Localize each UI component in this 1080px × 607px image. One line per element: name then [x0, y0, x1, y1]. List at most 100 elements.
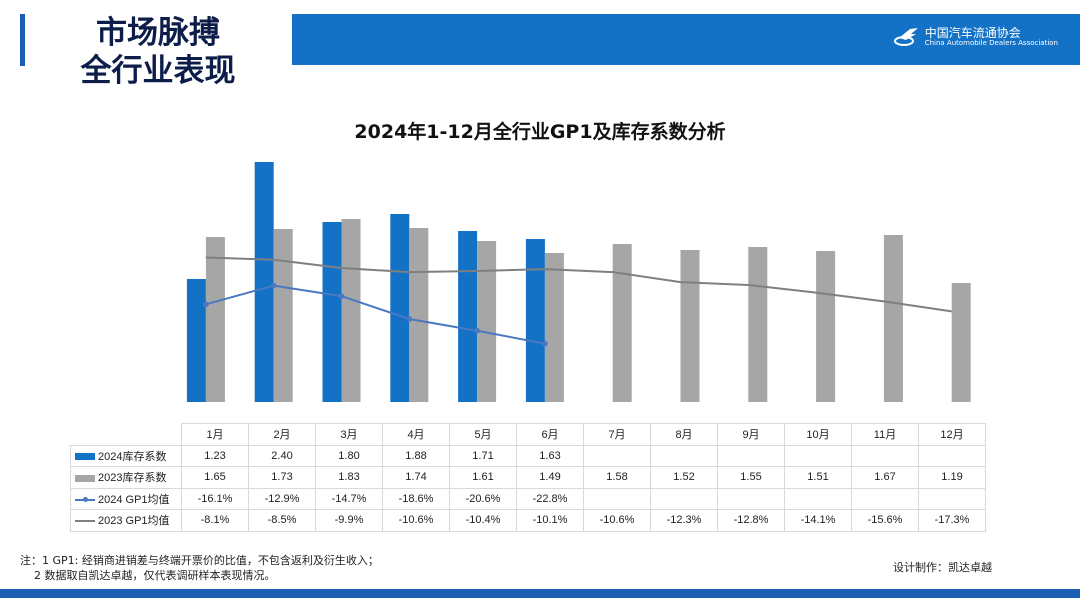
table-row: 2024 GP1均值 -16.1% -12.9% -14.7% -18.6% -20.6%…	[70, 487, 986, 510]
month-label-8: 8月	[650, 423, 718, 446]
legend-cell-2: 2023库存系数	[70, 466, 182, 489]
table-cell: -17.3%	[918, 509, 986, 532]
table-cell	[918, 487, 986, 510]
bar-2023-7	[612, 244, 632, 402]
legend-label: 2024库存系数	[98, 450, 167, 463]
table-cell: 1.71	[449, 444, 517, 467]
table-cell: -10.4%	[449, 509, 517, 532]
bar-2023-3	[341, 219, 361, 402]
bar-2024-3	[322, 222, 342, 402]
point-2024-gp1-2	[270, 282, 277, 289]
month-label-2: 2月	[248, 423, 316, 446]
point-2024-gp1-6	[542, 340, 548, 347]
chart-plot	[186, 162, 971, 402]
legend-bar-swatch	[75, 474, 95, 482]
legend-label: 2023库存系数	[98, 472, 167, 485]
table-cell: -12.9%	[248, 487, 316, 510]
table-cell: 1.65	[181, 466, 249, 489]
footnote-2: 2 数据取自凯达卓越，仅代表调研样本表现情况。	[34, 569, 276, 582]
month-label-3: 3月	[315, 423, 383, 446]
table-cell	[851, 487, 919, 510]
table-cell: 1.74	[382, 466, 450, 489]
table-cell: -14.1%	[784, 509, 852, 532]
logo-text-en: China Automobile Dealers Association	[924, 38, 1058, 47]
bar-2023-5	[477, 241, 497, 402]
table-cell	[717, 444, 785, 467]
line-2024-gp1	[205, 284, 546, 345]
section-title-line1: 市场脉搏	[96, 15, 220, 51]
legend-cell-1: 2024库存系数	[70, 444, 182, 467]
bar-2024-1	[186, 279, 206, 402]
month-label-4: 4月	[382, 423, 450, 446]
table-cell	[650, 487, 718, 510]
table-cell: -22.8%	[516, 487, 584, 510]
table-header-row: 1月 2月 3月 4月 5月 6月 7月 8月 9月 10月 11月 12月	[70, 423, 986, 446]
bar-2023-12	[951, 283, 971, 402]
point-2024-gp1-3	[338, 293, 345, 299]
legend-cell-3: 2024 GP1均值	[70, 487, 182, 510]
table-row: 2023库存系数 1.65 1.73 1.83 1.74 1.61 1.49 1.58 1.52…	[70, 466, 986, 489]
bar-2023-4	[409, 228, 429, 402]
footer-band	[0, 589, 1080, 598]
table-cell	[784, 444, 852, 467]
bar-2023-1	[205, 237, 225, 402]
table-cell	[784, 487, 852, 510]
logo-text-zh: 中国汽车流通协会	[924, 25, 1021, 40]
table-cell: -10.6%	[382, 509, 450, 532]
line-2023-gp1	[205, 256, 952, 313]
table-cell	[851, 444, 919, 467]
bar-2023-8	[680, 250, 700, 402]
table-cell: -16.1%	[181, 487, 249, 510]
association-logo: 中国汽车流通协会 China Automobile Dealers Associ…	[893, 25, 1058, 48]
month-label-12: 12月	[918, 423, 986, 446]
bar-2024-4	[390, 214, 410, 402]
section-title: 市场脉搏 全行业表现	[42, 14, 274, 90]
bar-2023-10	[816, 251, 836, 402]
bar-2023-2	[273, 229, 293, 402]
header-band	[292, 14, 1080, 65]
table-cell: 1.58	[583, 466, 651, 489]
bar-2024-5	[458, 231, 478, 402]
table-cell: 1.88	[382, 444, 450, 467]
point-2024-gp1-5	[474, 327, 480, 334]
chart-title: 2024年1-12月全行业GP1及库存系数分析	[354, 121, 726, 143]
table-cell: 1.19	[918, 466, 986, 489]
month-label-11: 11月	[851, 423, 919, 446]
table-cell: 1.83	[315, 466, 383, 489]
month-label-6: 6月	[516, 423, 584, 446]
month-label-7: 7月	[583, 423, 651, 446]
table-cell: -20.6%	[449, 487, 517, 510]
footnotes: 注：1 GP1: 经销商进销差与终端开票价的比值，不包含返利及衍生收入； 2 数…	[20, 553, 379, 583]
table-cell: -14.7%	[315, 487, 383, 510]
table-cell: -10.1%	[516, 509, 584, 532]
section-title-line2: 全行业表现	[80, 53, 236, 89]
table-cell: 1.73	[248, 466, 316, 489]
table-cell: 1.63	[516, 444, 584, 467]
table-corner	[70, 423, 182, 446]
legend-bar-swatch	[75, 453, 95, 461]
bar-2024-2	[254, 162, 274, 402]
point-2024-gp1-1	[203, 301, 209, 308]
bar-2023-11	[883, 235, 903, 402]
table-cell: -12.3%	[650, 509, 718, 532]
table-cell	[717, 487, 785, 510]
month-label-9: 9月	[717, 423, 785, 446]
table-cell: -12.8%	[717, 509, 785, 532]
bar-2024-6	[525, 239, 545, 402]
table-cell: 1.67	[851, 466, 919, 489]
table-cell: 1.61	[449, 466, 517, 489]
car-wing-logo-icon	[893, 28, 918, 46]
legend-line-swatch	[75, 520, 95, 523]
table-row: 2023 GP1均值 -8.1% -8.5% -9.9% -10.6% -10.4% -10…	[70, 509, 986, 532]
chart-data-table: 1月 2月 3月 4月 5月 6月 7月 8月 9月 10月 11月 12月 2024库存系数 1.23 2…	[70, 423, 986, 532]
point-2024-gp1-4	[406, 316, 413, 322]
legend-cell-4: 2023 GP1均值	[70, 509, 182, 532]
table-cell: 2.40	[248, 444, 316, 467]
bar-2023-9	[748, 247, 768, 402]
table-cell	[918, 444, 986, 467]
table-cell: 1.23	[181, 444, 249, 467]
table-cell: 1.49	[516, 466, 584, 489]
design-credit: 设计制作：凯达卓越	[893, 561, 992, 574]
legend-dot-icon	[83, 496, 88, 502]
month-label-10: 10月	[784, 423, 852, 446]
